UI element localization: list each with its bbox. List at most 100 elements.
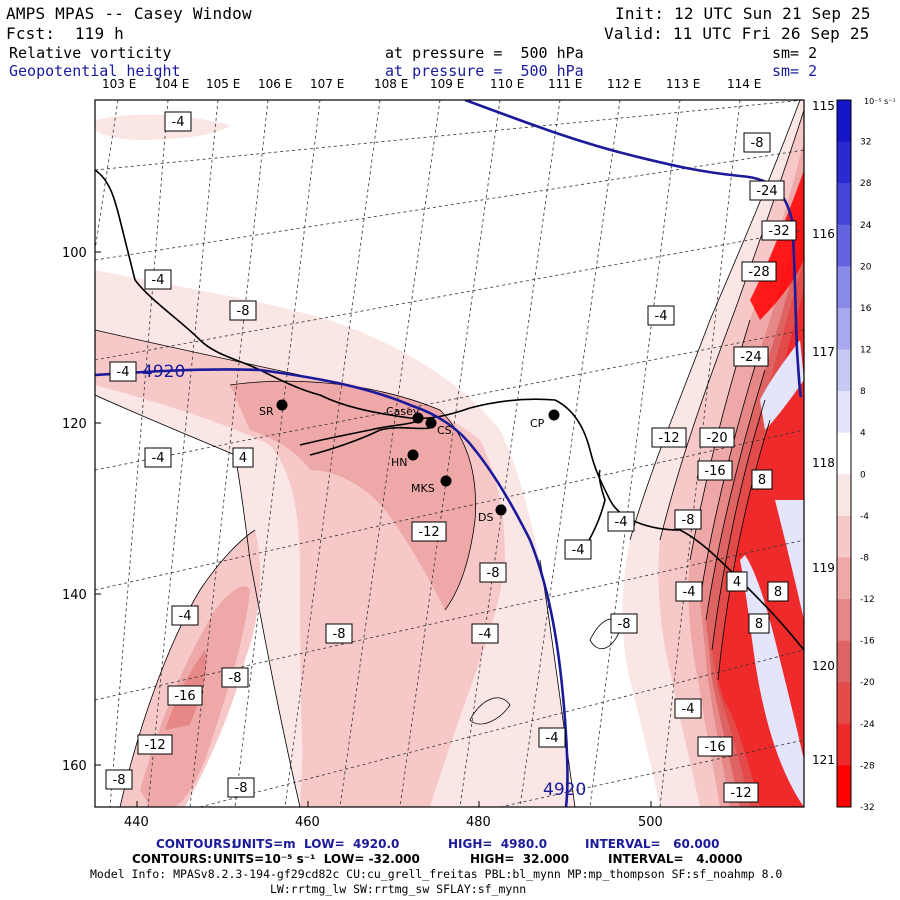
svg-text:SR: SR xyxy=(259,405,274,418)
height-contour-units: UNITS=m LOW= 4920.0 xyxy=(232,837,400,851)
colorbar-swatch xyxy=(837,640,851,683)
height-label: 4920 xyxy=(142,362,185,382)
svg-text:460: 460 xyxy=(295,815,320,830)
plot-frame xyxy=(94,99,805,808)
vort-label-box: -4 xyxy=(171,605,199,626)
lon-label: 112 E xyxy=(607,77,642,91)
svg-text:-8: -8 xyxy=(113,773,126,788)
vort-label-box: -8 xyxy=(105,769,133,790)
vort-label-box: -4 xyxy=(144,447,172,468)
colorbar-label: -16 xyxy=(860,637,875,647)
model-info: Model Info: MPASv8.2.3-194-gf29cd82c CU:… xyxy=(90,867,783,881)
svg-text:-8: -8 xyxy=(487,566,500,581)
model-info-2: LW:rrtmg_lw SW:rrtmg_sw SFLAY:sf_mynn xyxy=(270,882,527,896)
valid-time: Valid: 11 UTC Fri 26 Sep 25 xyxy=(604,24,870,43)
vort-label-box: -4 xyxy=(674,698,702,719)
y-axis: 100 120 140 160 xyxy=(62,246,101,774)
svg-text:8: 8 xyxy=(774,585,782,600)
vort-label-box: -4 xyxy=(607,511,635,532)
svg-text:440: 440 xyxy=(124,815,149,830)
svg-text:HN: HN xyxy=(391,456,408,469)
svg-text:-4: -4 xyxy=(179,609,192,624)
vort-label-box: -4 xyxy=(538,727,566,748)
field1-name: Relative vorticity xyxy=(9,44,172,62)
vort-label-box: -4 xyxy=(109,361,137,382)
svg-text:4: 4 xyxy=(239,451,247,466)
field2-level: at pressure = 500 hPa xyxy=(385,62,584,80)
station-casey: Casey xyxy=(386,405,424,424)
height-contours xyxy=(95,100,803,807)
forecast-hour: Fcst: 119 h xyxy=(6,24,124,43)
colorbar: 32 28 24 20 16 12 8 4 0 -4 -8 -12 -16 -20 -24 -28 -32 xyxy=(836,99,875,813)
svg-text:-4: -4 xyxy=(479,627,492,642)
station-cs: CS xyxy=(425,417,452,437)
svg-text:-4: -4 xyxy=(682,702,695,717)
colorbar-label: -28 xyxy=(860,761,875,771)
vort-label-box: -4 xyxy=(471,623,499,644)
svg-text:-24: -24 xyxy=(756,184,777,199)
colorbar-units: 10⁻⁵ s⁻¹ xyxy=(864,97,896,106)
lon-label: 110 E xyxy=(490,77,525,91)
lon-label: 107 E xyxy=(310,77,345,91)
vort-label-box: -8 xyxy=(227,777,255,798)
vort-label-box: -8 xyxy=(674,509,702,530)
vort-label-box: -4 xyxy=(647,305,675,326)
svg-text:-8: -8 xyxy=(237,304,250,319)
colorbar-label: -8 xyxy=(860,553,869,563)
vorticity-labels: -4 -4 -4 -8 -4 4 -12 -8 -4 -8 -4 -8 -16 … xyxy=(105,111,797,803)
station-cp: CP xyxy=(530,409,560,430)
svg-text:-8: -8 xyxy=(682,513,695,528)
colorbar-swatch xyxy=(837,432,851,475)
vort-label-box: -16 xyxy=(697,736,733,757)
lon-label: 113 E xyxy=(666,77,701,91)
svg-text:-4: -4 xyxy=(152,451,165,466)
vort-contour-units: UNITS=10⁻⁵ s⁻¹ LOW= -32.000 xyxy=(213,852,420,866)
model-title: AMPS MPAS -- Casey Window xyxy=(6,4,252,23)
vort-label-box: -12 xyxy=(651,427,687,448)
colorbar-label: 24 xyxy=(860,221,872,231)
height-contour-high: HIGH= 4980.0 xyxy=(448,837,548,851)
svg-text:-8: -8 xyxy=(618,617,631,632)
lon-label: 106 E xyxy=(258,77,293,91)
colorbar-label: 4 xyxy=(860,429,866,439)
vort-label-box: -24 xyxy=(733,346,769,367)
vort-label-box: -4 xyxy=(675,581,703,602)
vort-label-box: -8 xyxy=(479,562,507,583)
colorbar-swatch xyxy=(837,349,851,392)
lon-label: 103 E xyxy=(102,77,137,91)
colorbar-swatch xyxy=(837,307,851,351)
svg-text:-4: -4 xyxy=(117,365,130,380)
vort-label-box: 4 xyxy=(726,571,748,592)
svg-text:160: 160 xyxy=(62,759,87,774)
svg-text:-4: -4 xyxy=(683,585,696,600)
lon-label: 109 E xyxy=(430,77,465,91)
vort-label-box: -20 xyxy=(699,427,735,448)
field2-name: Geopotential height xyxy=(9,62,181,80)
colorbar-frame xyxy=(836,99,852,808)
vort-label-box: 8 xyxy=(748,613,770,634)
svg-text:500: 500 xyxy=(638,815,663,830)
colorbar-swatch xyxy=(837,266,851,309)
height-label: 4920 xyxy=(543,780,586,800)
svg-text:-8: -8 xyxy=(751,136,764,151)
lon-label: 105 E xyxy=(206,77,241,91)
field1-level: at pressure = 500 hPa xyxy=(385,44,584,62)
svg-text:-24: -24 xyxy=(740,350,761,365)
vort-label-box: -4 xyxy=(164,111,192,132)
svg-text:-12: -12 xyxy=(658,431,679,446)
lon-label: 104 E xyxy=(155,77,190,91)
vort-label-box: 4 xyxy=(232,447,254,468)
x-axis: 440 460 480 500 xyxy=(124,801,663,830)
svg-text:-12: -12 xyxy=(418,525,439,540)
colorbar-swatch xyxy=(837,515,851,558)
colorbar-swatch xyxy=(837,224,851,267)
colorbar-swatch xyxy=(837,557,851,600)
colorbar-swatch xyxy=(837,723,851,766)
svg-text:CP: CP xyxy=(530,417,545,430)
svg-text:-12: -12 xyxy=(730,786,751,801)
svg-text:-8: -8 xyxy=(229,671,242,686)
vort-label-box: -16 xyxy=(697,460,733,481)
vort-label-box: -8 xyxy=(221,667,249,688)
station-ds: DS xyxy=(478,504,507,524)
